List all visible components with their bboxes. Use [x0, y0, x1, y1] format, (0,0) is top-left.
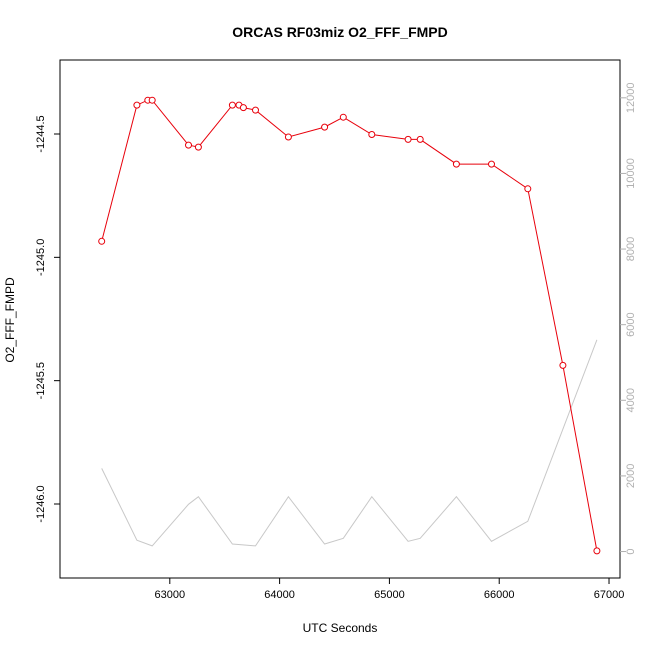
- y-right-tick-label: 10000: [625, 158, 637, 189]
- y-axis-ticks: -1244.5 -1245.0 -1245.5 -1246.0: [35, 115, 60, 523]
- y-right-tick-label: 2000: [625, 464, 637, 488]
- o2-data-point: [368, 131, 376, 138]
- x-tick-label: 63000: [155, 589, 186, 601]
- o2-data-point: [593, 547, 601, 555]
- o2-data-point: [321, 123, 329, 131]
- o2-data-point: [524, 185, 532, 193]
- plot-frame: [59, 59, 621, 579]
- x-tick-label: 65000: [374, 589, 405, 601]
- o2-data-point: [185, 141, 192, 149]
- o2-data-point: [133, 101, 141, 109]
- o2-data-point: [339, 113, 347, 121]
- y-right-tick-label: 12000: [625, 83, 637, 114]
- o2-data-point: [98, 237, 106, 245]
- o2-data-point: [404, 135, 412, 143]
- x-tick-label: 64000: [264, 589, 295, 601]
- chart-title: ORCAS RF03miz O2_FFF_FMPD: [232, 24, 447, 40]
- o2-data-point: [452, 160, 460, 168]
- secondary-series-line: [101, 339, 598, 547]
- y-tick-label: -1244.5: [35, 115, 47, 152]
- o2-data-point: [559, 361, 567, 369]
- y-right-tick-label: 6000: [625, 312, 637, 336]
- o2-series-line: [101, 99, 598, 551]
- o2-data-point: [252, 106, 259, 114]
- x-axis-ticks: 63000 64000 65000 66000 67000: [155, 578, 625, 601]
- x-axis-label: UTC Seconds: [303, 621, 378, 635]
- o2-data-point: [194, 143, 202, 151]
- series-layer: [98, 96, 601, 555]
- y-right-tick-label: 4000: [625, 388, 637, 412]
- y-tick-label: -1245.5: [35, 362, 47, 399]
- y-axis-right-ticks: 0 2000 4000 6000 8000 10000 12000: [620, 83, 637, 555]
- o2-data-point: [488, 160, 495, 168]
- o2-data-point: [284, 133, 292, 141]
- o2-data-point: [148, 96, 156, 104]
- x-tick-label: 67000: [594, 589, 625, 601]
- y-axis-label: O2_FFF_FMPD: [3, 277, 17, 363]
- o2-data-point: [228, 101, 236, 109]
- y-tick-label: -1245.0: [35, 239, 47, 276]
- o2-data-point: [239, 104, 247, 112]
- y-tick-label: -1246.0: [35, 485, 47, 522]
- y-right-tick-label: 8000: [625, 237, 637, 261]
- o2-data-point: [416, 135, 424, 143]
- x-tick-label: 66000: [484, 589, 515, 601]
- y-right-tick-label: 0: [625, 548, 637, 554]
